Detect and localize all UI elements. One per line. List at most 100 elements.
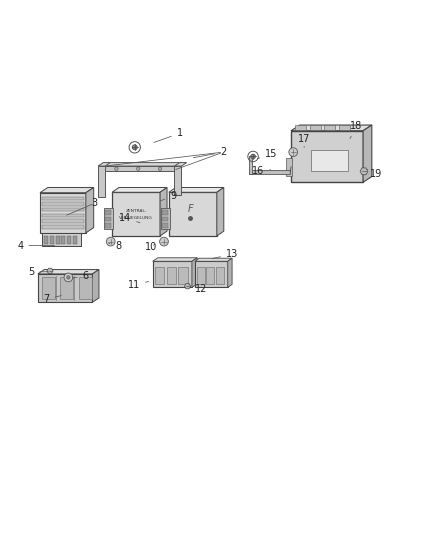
Bar <box>166 266 176 284</box>
Text: 12: 12 <box>189 284 207 294</box>
Bar <box>104 207 113 229</box>
Polygon shape <box>92 270 99 302</box>
Text: 10: 10 <box>145 242 157 252</box>
Bar <box>311 150 348 171</box>
Circle shape <box>67 276 70 279</box>
Text: 19: 19 <box>367 169 382 179</box>
Bar <box>249 170 290 174</box>
Bar <box>60 277 73 299</box>
Polygon shape <box>363 125 372 182</box>
Text: 2: 2 <box>193 147 226 158</box>
Bar <box>286 158 292 176</box>
Bar <box>42 203 84 206</box>
Text: 8: 8 <box>109 240 122 251</box>
Text: 17: 17 <box>298 134 311 147</box>
Polygon shape <box>160 188 167 236</box>
Text: VERRIEGELUNG: VERRIEGELUNG <box>119 216 153 220</box>
Bar <box>50 236 54 244</box>
Text: 9: 9 <box>160 191 176 201</box>
Bar <box>161 207 170 229</box>
Circle shape <box>158 167 162 171</box>
Bar <box>206 266 214 284</box>
Bar <box>195 261 228 287</box>
Bar <box>155 266 164 284</box>
Polygon shape <box>195 258 232 261</box>
Polygon shape <box>40 188 94 193</box>
Bar <box>98 166 105 197</box>
Bar <box>174 166 181 195</box>
Bar <box>310 125 321 130</box>
Bar <box>42 197 84 200</box>
Polygon shape <box>217 188 224 236</box>
Polygon shape <box>112 188 167 192</box>
Text: 6: 6 <box>72 271 89 281</box>
Text: 13: 13 <box>212 249 238 259</box>
Bar <box>44 236 48 244</box>
Circle shape <box>64 273 73 282</box>
Bar <box>162 223 168 228</box>
Bar <box>42 208 84 212</box>
Bar <box>106 217 111 221</box>
Text: 16: 16 <box>252 166 271 176</box>
Bar <box>42 220 84 223</box>
Circle shape <box>137 167 140 171</box>
Bar <box>249 157 252 174</box>
Bar <box>295 125 306 130</box>
Text: 14: 14 <box>119 213 140 223</box>
Text: 18: 18 <box>350 121 363 139</box>
Bar <box>42 214 84 217</box>
Text: F: F <box>187 204 193 214</box>
Bar <box>42 233 81 246</box>
Polygon shape <box>47 268 53 273</box>
Polygon shape <box>174 163 187 166</box>
Polygon shape <box>192 258 197 287</box>
Bar <box>106 223 111 228</box>
Polygon shape <box>169 188 224 192</box>
Circle shape <box>159 237 168 246</box>
Text: 11: 11 <box>128 280 148 290</box>
Bar <box>152 261 192 287</box>
Bar <box>56 236 60 244</box>
Circle shape <box>106 237 115 246</box>
Polygon shape <box>38 270 99 274</box>
Polygon shape <box>99 163 185 166</box>
Bar <box>78 277 92 299</box>
Text: 15: 15 <box>258 149 278 159</box>
Bar <box>73 236 77 244</box>
Text: 1: 1 <box>154 128 183 142</box>
Bar <box>291 131 363 182</box>
Text: 5: 5 <box>28 266 48 277</box>
Bar <box>339 125 350 130</box>
Bar <box>42 277 55 299</box>
Circle shape <box>289 148 297 157</box>
Bar <box>61 236 65 244</box>
Polygon shape <box>86 188 94 233</box>
Polygon shape <box>152 258 197 261</box>
Bar <box>40 193 86 233</box>
Polygon shape <box>184 284 191 289</box>
Bar <box>99 166 180 171</box>
Bar <box>197 266 205 284</box>
Polygon shape <box>360 168 368 175</box>
Bar <box>216 266 224 284</box>
Bar <box>67 236 71 244</box>
Text: ZENTRAL-: ZENTRAL- <box>125 208 147 213</box>
Bar <box>106 210 111 215</box>
Polygon shape <box>291 125 372 131</box>
Bar <box>112 192 160 236</box>
Text: 4: 4 <box>17 240 55 251</box>
Bar <box>178 266 188 284</box>
Circle shape <box>132 145 137 150</box>
Bar <box>324 125 335 130</box>
Text: 3: 3 <box>86 198 98 208</box>
Circle shape <box>251 154 255 159</box>
Text: 7: 7 <box>43 294 61 304</box>
Bar <box>169 192 217 236</box>
Polygon shape <box>98 163 110 166</box>
Polygon shape <box>228 258 232 287</box>
Bar <box>162 217 168 221</box>
Bar <box>38 274 92 302</box>
Circle shape <box>115 167 118 171</box>
Bar <box>162 210 168 215</box>
Bar <box>42 225 84 229</box>
